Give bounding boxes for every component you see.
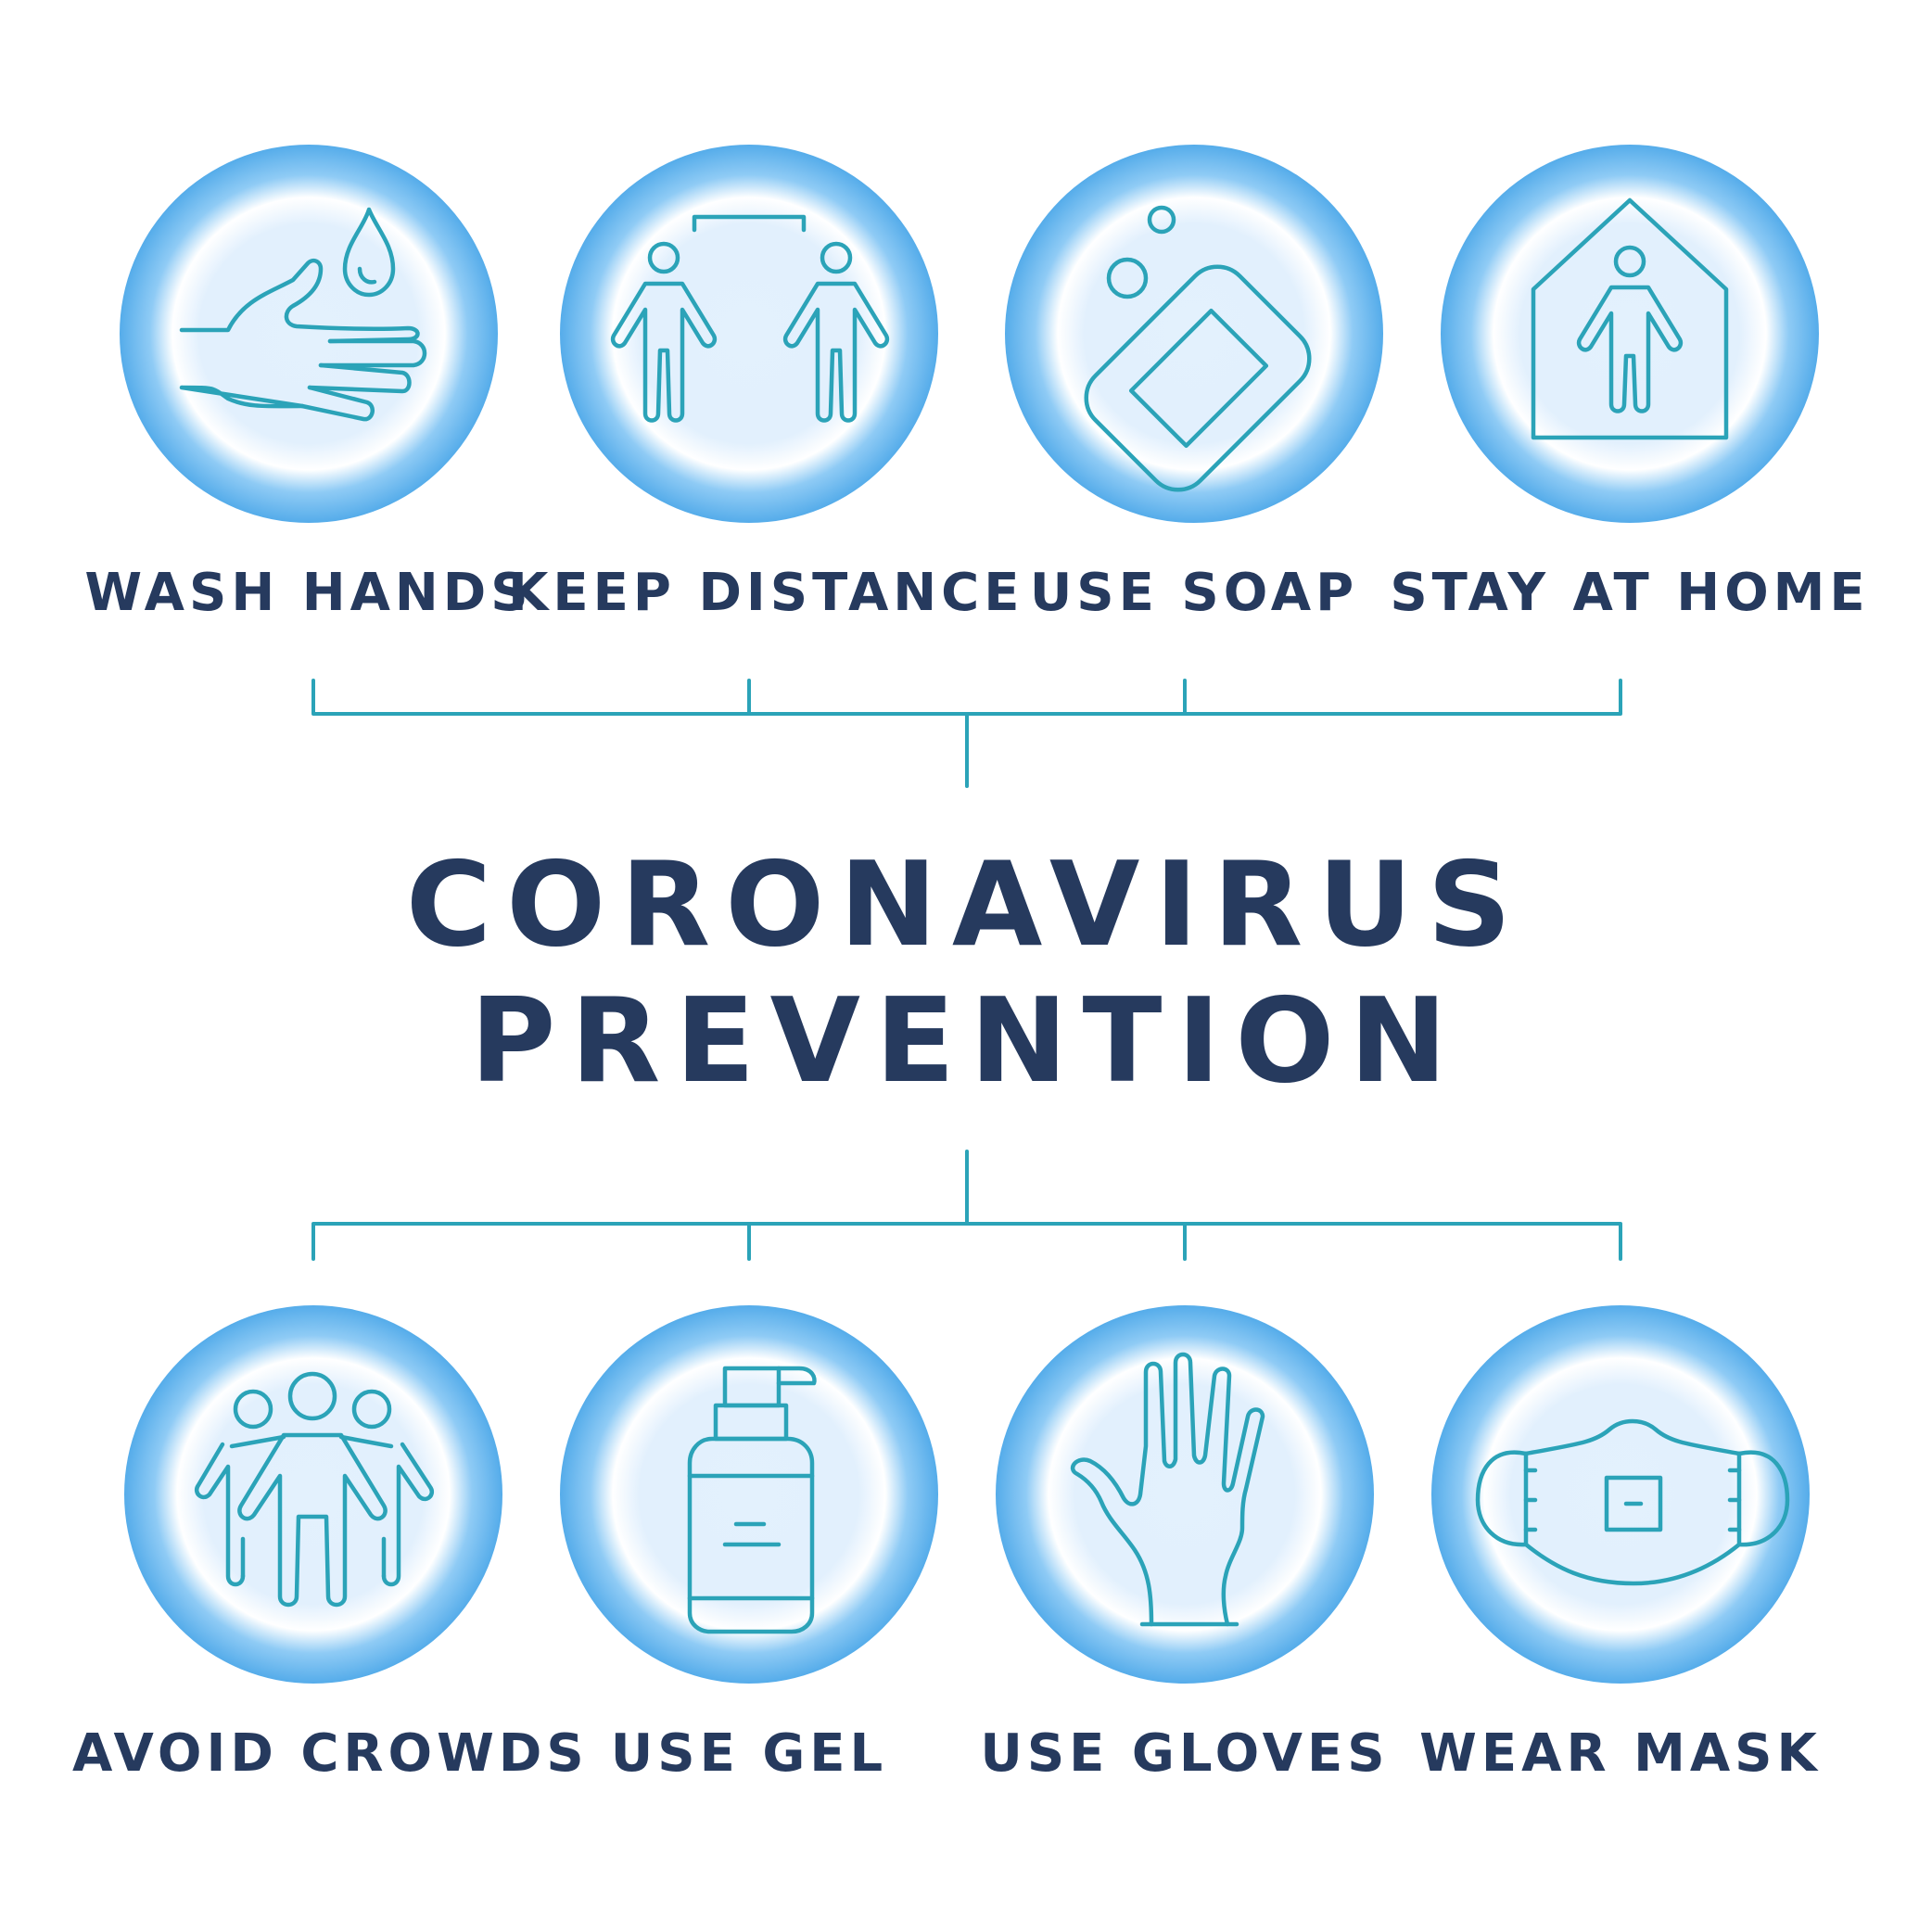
label-avoid-crowds: AVOID CROWDS [72,1723,589,1784]
soap-bar-icon [1084,205,1312,492]
circle-use-soap [1005,145,1383,523]
label-keep-distance: KEEP DISTANCE [508,563,1024,623]
label-use-soap: USE SOAP [1029,563,1359,623]
title-line-1: CORONAVIRUS [405,836,1527,972]
label-wear-mask: WEAR MASK [1419,1723,1822,1784]
label-wash-hands: WASH HANDS [84,563,533,623]
crowd-icon [194,1371,435,1608]
label-use-gel: USE GEL [610,1723,888,1784]
bottom-connector-lines [311,1150,1622,1261]
face-mask-icon [1475,1418,1790,1586]
title-line-2: PREVENTION [470,972,1462,1109]
circle-use-gloves [996,1305,1374,1684]
two-people-distance-icon [610,214,890,423]
person-in-house-icon [1531,197,1729,440]
glove-icon [1070,1352,1265,1627]
gel-bottle-icon [687,1366,817,1634]
label-use-gloves: USE GLOVES [980,1723,1390,1784]
top-connector-lines [311,679,1622,788]
circle-wash-hands [120,145,498,523]
circle-wear-mask [1431,1305,1810,1684]
circle-avoid-crowds [124,1305,502,1684]
hand-water-drop-icon [179,207,427,422]
label-stay-at-home: STAY AT HOME [1390,563,1870,623]
circle-use-gel [560,1305,938,1684]
circle-keep-distance [560,145,938,523]
